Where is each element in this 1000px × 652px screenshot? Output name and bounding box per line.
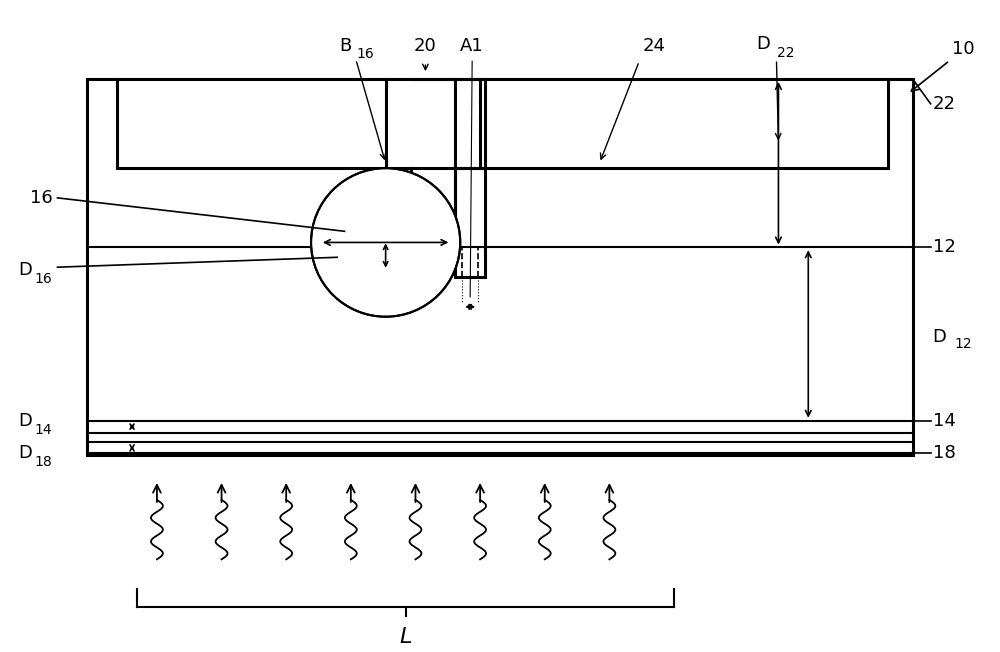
Circle shape bbox=[311, 168, 460, 317]
Text: 18: 18 bbox=[35, 455, 53, 469]
Text: A1: A1 bbox=[460, 37, 484, 55]
Text: 16: 16 bbox=[30, 189, 53, 207]
Text: 14: 14 bbox=[933, 411, 955, 430]
Text: D: D bbox=[19, 445, 33, 462]
Bar bbox=[87, 79, 913, 455]
Text: L: L bbox=[399, 627, 412, 647]
Text: 16: 16 bbox=[357, 48, 375, 61]
Text: 10: 10 bbox=[911, 40, 975, 91]
Text: D: D bbox=[19, 411, 33, 430]
Text: 18: 18 bbox=[933, 445, 955, 462]
Text: 24: 24 bbox=[643, 37, 666, 55]
Text: 22: 22 bbox=[933, 95, 956, 113]
Text: 14: 14 bbox=[35, 422, 53, 437]
Text: 20: 20 bbox=[414, 37, 437, 55]
Text: B: B bbox=[340, 37, 352, 55]
Text: 12: 12 bbox=[933, 239, 955, 256]
Text: D: D bbox=[757, 35, 770, 53]
Text: 12: 12 bbox=[954, 338, 972, 351]
Text: D: D bbox=[19, 261, 33, 279]
Text: 22: 22 bbox=[777, 46, 794, 60]
Text: D: D bbox=[933, 327, 946, 346]
Text: 16: 16 bbox=[35, 272, 53, 286]
